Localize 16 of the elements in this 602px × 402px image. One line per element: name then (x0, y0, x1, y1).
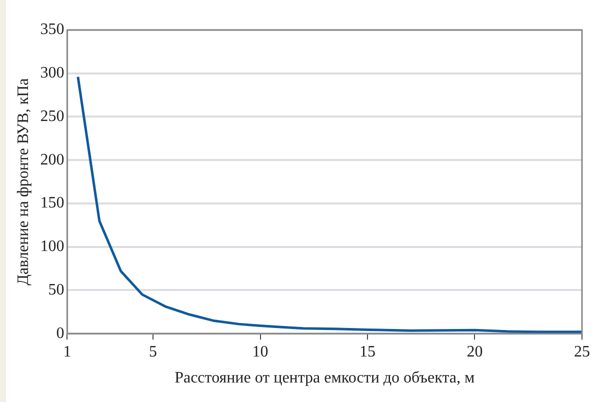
y-tick-label: 250 (40, 108, 64, 125)
x-tick-label: 10 (252, 343, 268, 360)
y-tick-label: 100 (40, 238, 64, 256)
x-tick-label: 5 (149, 343, 157, 360)
y-tick-label: 0 (56, 324, 64, 342)
y-tick-label: 150 (40, 194, 64, 212)
y-tick-label: 300 (40, 64, 64, 82)
y-tick-label: 50 (48, 281, 64, 298)
x-tick-label: 25 (574, 343, 590, 360)
y-tick-label: 200 (40, 151, 64, 168)
y-tick-label: 350 (40, 21, 64, 38)
x-tick-label: 20 (466, 343, 483, 360)
x-axis-title: Расстояние от центра емкости до объекта, м (174, 370, 475, 387)
x-tick-label: 1 (63, 343, 72, 360)
x-tick-label: 15 (360, 343, 376, 360)
y-axis-title: Давление на фронте ВУВ, кПа (14, 78, 32, 286)
